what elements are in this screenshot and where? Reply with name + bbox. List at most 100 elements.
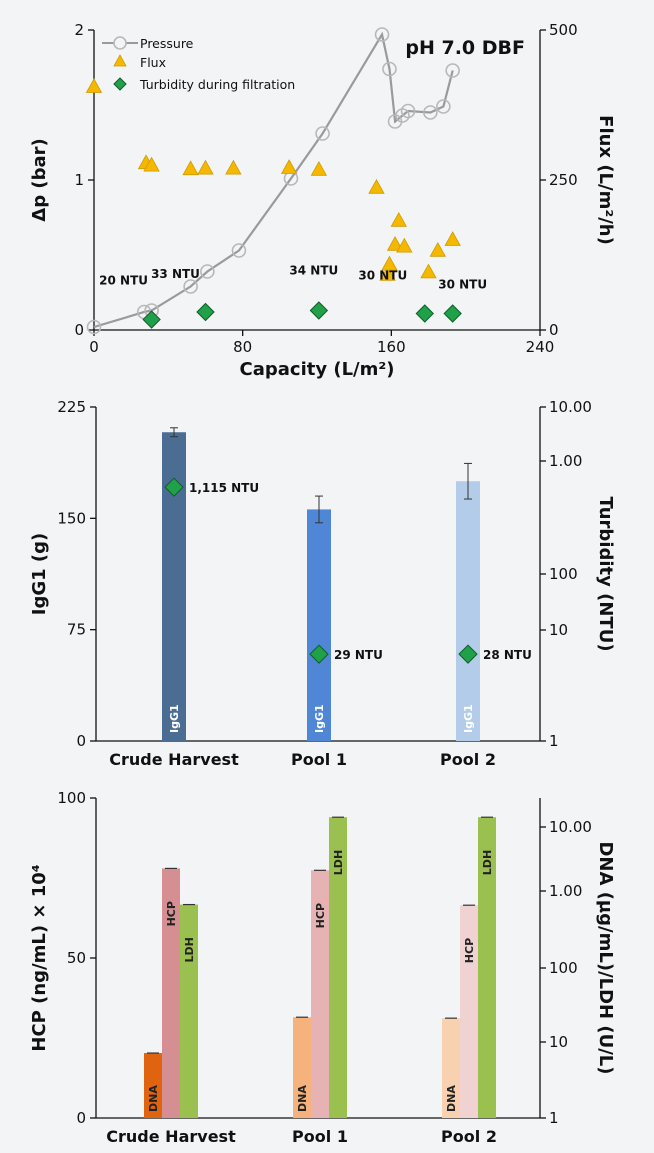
turbidity-label: 29 NTU	[334, 648, 383, 662]
y-left-tick-label: 0	[76, 732, 86, 750]
pressure-point	[400, 103, 416, 119]
hcp-bar	[460, 905, 478, 1118]
x-tick-label: 160	[377, 338, 406, 356]
y-right-tick-label: 0	[549, 321, 559, 339]
flux-point	[396, 237, 413, 253]
x-tick-label: 240	[526, 338, 555, 356]
flux-point	[379, 265, 396, 281]
legend-turbidity-label: Turbidity during filtration	[139, 77, 295, 92]
y-left-tick-label: 75	[67, 621, 86, 639]
turbidity-label: 30 NTU	[438, 278, 487, 292]
bar-series-label: DNA	[296, 1085, 309, 1112]
flux-point	[143, 156, 160, 172]
turbidity-point	[196, 302, 215, 322]
y-left-axis-label: Δp (bar)	[29, 138, 50, 221]
y-right-tick-label: 10.00	[549, 398, 592, 416]
y-left-tick-label: 0	[76, 1109, 86, 1127]
pressure-point	[445, 63, 460, 78]
y-left-axis-label: HCP (ng/mL) × 10⁴	[29, 864, 50, 1051]
bar-series-label: DNA	[147, 1085, 160, 1112]
flux-point	[280, 159, 298, 174]
y-right-axis-label: Flux (L/m²/h)	[595, 115, 616, 245]
dna-bar	[144, 1053, 162, 1118]
y-right-tick-label: 500	[549, 21, 578, 39]
y-right-axis-label: DNA (µg/mL)/LDH (U/L)	[595, 841, 616, 1074]
y-right-tick-label: 1.00	[549, 882, 582, 900]
flux-point	[368, 178, 385, 194]
y-right-tick-label: 10.00	[549, 818, 592, 836]
pressure-point	[86, 319, 102, 335]
igg1-turbidity-panel: 0 75 150 225 1 10 100 1.00 10.00 IgG1 (g) Turbidit…	[29, 398, 616, 769]
legend-pressure-label: Pressure	[140, 36, 194, 51]
hcp-bar	[162, 868, 180, 1118]
turbidity-label: 34 NTU	[289, 264, 338, 278]
legend-flux-marker	[113, 54, 127, 67]
legend: Pressure Flux Turbidity during filtration	[102, 36, 295, 92]
flux-point	[444, 231, 461, 246]
bar-series-label: IgG1	[168, 704, 181, 733]
y-left-axis-label: IgG1 (g)	[29, 533, 50, 616]
pressure-point	[315, 126, 330, 141]
y-left-tick-label: 0	[74, 321, 84, 339]
flux-point	[390, 211, 407, 227]
flux-point	[420, 263, 437, 279]
turbidity-point	[458, 644, 478, 664]
pressure-series-line	[93, 31, 454, 329]
y-right-tick-label: 100	[549, 565, 578, 583]
pressure-point	[382, 61, 397, 77]
ldh-bar	[180, 904, 198, 1118]
legend-pressure-marker	[113, 36, 127, 50]
turbidity-point	[142, 310, 161, 329]
y-left-tick-label: 225	[57, 398, 86, 416]
y-left-tick-label: 150	[57, 509, 86, 527]
y-right-axis-label: Turbidity (NTU)	[595, 496, 616, 651]
y-right-tick-label: 100	[549, 959, 578, 977]
legend-flux-label: Flux	[140, 55, 166, 70]
ldh-bar	[478, 817, 496, 1118]
dna-bar	[442, 1018, 460, 1118]
flux-point	[381, 255, 398, 271]
bar-series-label: DNA	[445, 1085, 458, 1112]
bar-series-label: IgG1	[462, 704, 475, 733]
flux-point	[310, 160, 328, 176]
pressure-point	[374, 27, 390, 42]
y-left-tick-label: 50	[67, 949, 86, 967]
y-right-tick-label: 1.00	[549, 452, 582, 470]
ldh-bar	[329, 817, 347, 1118]
turbidity-point	[309, 644, 329, 664]
turbidity-label: 1,115 NTU	[189, 481, 259, 495]
flux-point	[225, 159, 242, 175]
hcp-bar	[311, 870, 329, 1118]
y-left-tick-label: 1	[74, 171, 84, 189]
category-label: Crude Harvest	[106, 1127, 236, 1146]
bar-series-label: LDH	[183, 937, 196, 962]
dna-bar	[293, 1017, 311, 1118]
flux-point	[85, 78, 103, 93]
turbidity-label: 20 NTU	[99, 274, 148, 288]
x-axis-label: Capacity (L/m²)	[240, 359, 395, 380]
y-left-tick-label: 2	[74, 21, 84, 39]
turbidity-point	[309, 301, 329, 320]
turbidity-label: 33 NTU	[151, 267, 200, 281]
bar-series-label: HCP	[463, 938, 476, 963]
pressure-point	[231, 243, 247, 258]
turbidity-point	[164, 477, 184, 497]
legend-turbidity-marker	[113, 77, 127, 91]
y-right-tick-label: 10	[549, 621, 568, 639]
pressure-point	[423, 105, 438, 120]
flux-point	[386, 235, 404, 251]
category-label: Crude Harvest	[109, 750, 239, 769]
igg1-bar	[307, 509, 331, 741]
pressure-point	[436, 99, 451, 114]
turbidity-point	[415, 304, 434, 323]
turbidity-label: 28 NTU	[483, 648, 532, 662]
impurities-panel: 0 50 100 1 10 100 1.00 10.00 HCP (ng/mL) × 10⁴ DN…	[29, 789, 616, 1146]
bar-series-label: HCP	[314, 903, 327, 928]
y-left-tick-label: 100	[57, 789, 86, 807]
flux-point	[197, 159, 214, 175]
flux-point	[429, 241, 446, 257]
igg1-bar	[456, 481, 480, 741]
flux-point	[182, 160, 199, 176]
turbidity-point	[443, 304, 462, 323]
